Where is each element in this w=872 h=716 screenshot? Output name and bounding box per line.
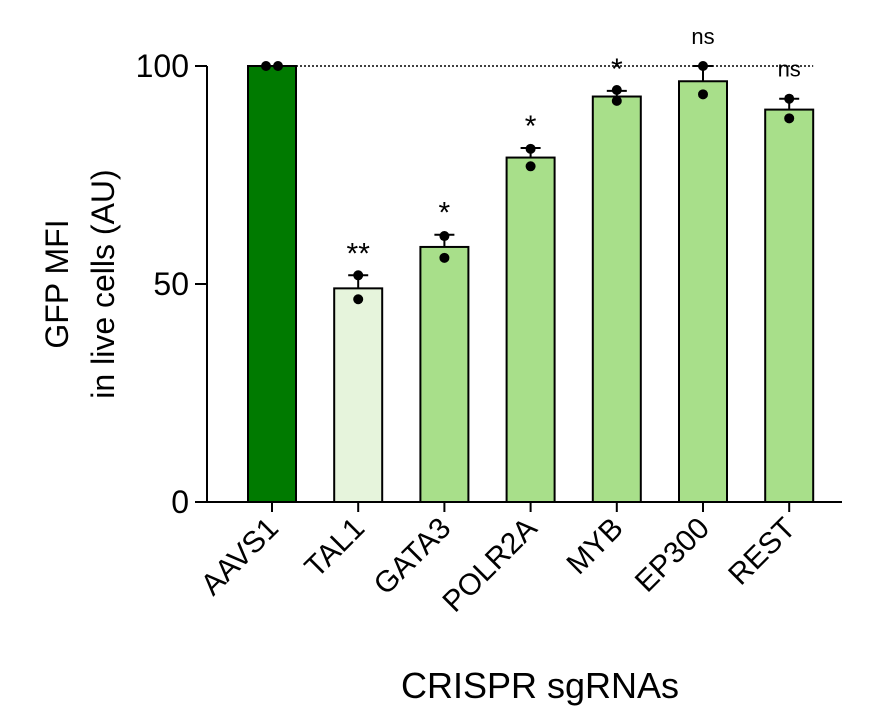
significance-label-polr2a: *	[525, 110, 537, 143]
significance-label-gata3: *	[439, 197, 451, 230]
data-point-gata3-2	[439, 252, 450, 263]
x-tick-label-myb: MYB	[560, 512, 629, 581]
y-axis-title-line2: in live cells (AU)	[85, 169, 121, 398]
data-point-rest-1	[784, 93, 795, 104]
data-points-group	[261, 61, 795, 305]
error-bars-group	[348, 65, 800, 289]
significance-label-tal1: **	[347, 237, 371, 270]
data-point-ep300-2	[698, 89, 708, 100]
bars-group	[247, 65, 815, 504]
significance-label-rest: ns	[778, 57, 801, 82]
x-tick-label-ep300: EP300	[629, 512, 716, 599]
x-tick-label-aavs1: AAVS1	[195, 512, 285, 602]
y-tick-label-100: 100	[136, 48, 189, 84]
data-point-ep300-1	[698, 61, 708, 71]
data-point-myb-1	[611, 84, 622, 95]
data-point-polr2a-2	[525, 161, 536, 172]
significance-label-ep300: ns	[691, 24, 714, 49]
data-point-aavs1-1	[261, 61, 271, 71]
x-tick-label-tal1: TAL1	[299, 512, 371, 584]
data-point-gata3-1	[439, 231, 450, 242]
data-point-polr2a-1	[525, 143, 536, 154]
bar-polr2a	[505, 156, 556, 503]
data-point-tal1-1	[353, 270, 364, 281]
bar-gata3	[419, 245, 470, 503]
data-point-aavs1-2	[273, 61, 283, 71]
significance-label-myb: *	[611, 53, 623, 86]
x-tick-label-rest: REST	[722, 512, 802, 592]
bar-myb	[591, 95, 642, 504]
data-point-myb-2	[611, 95, 622, 106]
y-tick-label-50: 50	[153, 266, 189, 302]
bar-aavs1	[247, 65, 297, 503]
data-point-tal1-2	[353, 294, 364, 305]
x-tick-label-polr2a: POLR2A	[437, 512, 544, 619]
y-tick-label-0: 0	[171, 484, 189, 520]
bar-tal1	[333, 287, 384, 503]
x-axis-title: CRISPR sgRNAs	[401, 665, 679, 706]
y-ticks-group: 0 50 100	[136, 48, 207, 520]
data-point-rest-2	[784, 113, 795, 124]
bar-ep300	[678, 80, 728, 503]
bar-rest	[764, 108, 815, 503]
y-axis-title-line1: GFP MFI	[39, 219, 75, 348]
